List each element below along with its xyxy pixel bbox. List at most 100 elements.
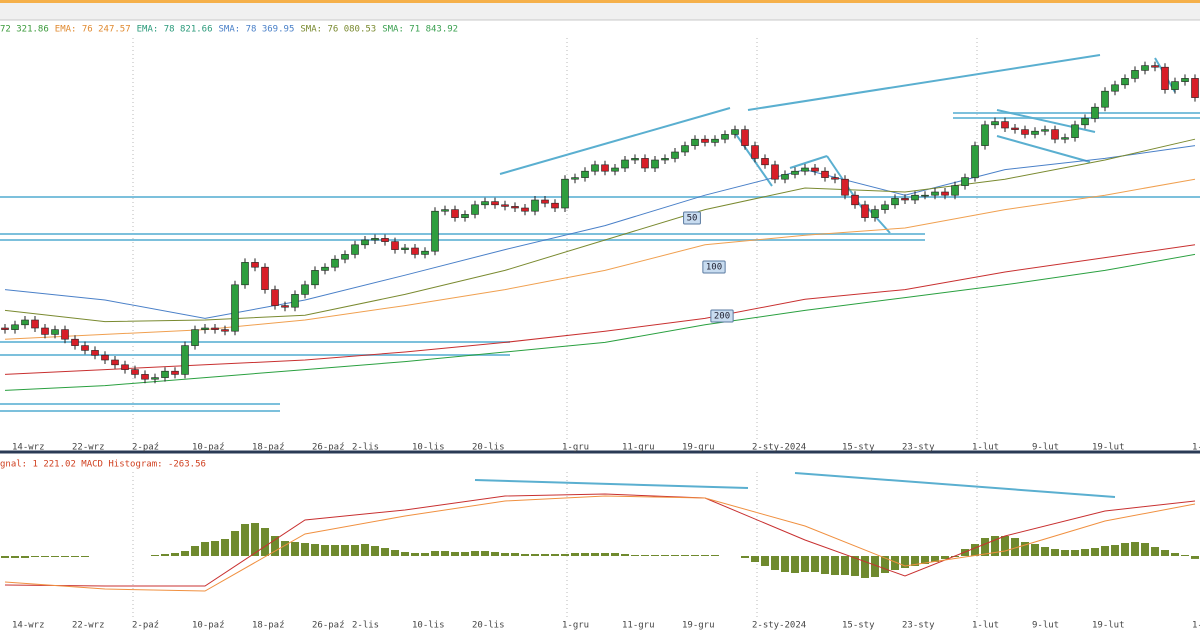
histogram-bar xyxy=(841,556,849,575)
candle-body xyxy=(1181,78,1189,82)
histogram-bar xyxy=(891,556,899,570)
x-tick-label: 2-paź xyxy=(132,443,159,453)
histogram-bar xyxy=(261,528,269,556)
candle-body xyxy=(981,124,989,146)
histogram-bar xyxy=(1071,550,1079,556)
histogram-bar xyxy=(681,555,689,556)
candle-body xyxy=(1081,118,1089,126)
candle-body xyxy=(431,210,439,252)
candle-body xyxy=(451,209,459,218)
candle-body xyxy=(381,238,389,242)
histogram-bar xyxy=(401,552,409,556)
price-panel xyxy=(1,61,1199,391)
histogram-bar xyxy=(301,543,309,556)
candle-body xyxy=(1161,66,1169,90)
candle-body xyxy=(1061,137,1069,140)
histogram-bar xyxy=(991,536,999,556)
candle-body xyxy=(811,167,819,172)
candle-body xyxy=(971,145,979,178)
candle-body xyxy=(1,327,9,330)
histogram-bar xyxy=(1131,542,1139,556)
x-tick-label: 20-lis xyxy=(472,443,505,453)
histogram-bar xyxy=(481,551,489,556)
candle-body xyxy=(621,159,629,169)
candle-body xyxy=(561,178,569,209)
candle-body xyxy=(1111,84,1119,92)
x-tick-label: 19-lut xyxy=(1092,621,1125,630)
x-tick-label: 19-lut xyxy=(1092,443,1125,453)
candle-body xyxy=(241,262,249,286)
candle-body xyxy=(1121,78,1129,86)
candle-body xyxy=(481,201,489,206)
candle-body xyxy=(891,198,899,206)
candle-body xyxy=(71,338,79,346)
legend-entry: SMA: 78 369.95 xyxy=(219,25,295,35)
candle-body xyxy=(211,327,219,330)
histogram-bar xyxy=(371,546,379,556)
histogram-bar xyxy=(641,555,649,556)
histogram-bar xyxy=(1031,544,1039,556)
x-tick-label: 10-lis xyxy=(412,621,445,630)
candle-body xyxy=(1011,127,1019,130)
candle-body xyxy=(761,158,769,166)
histogram-bar xyxy=(981,538,989,556)
histogram-bar xyxy=(1101,546,1109,556)
candle-body xyxy=(731,129,739,135)
candle-body xyxy=(301,284,309,295)
histogram-bar xyxy=(331,545,339,556)
histogram-bar xyxy=(771,556,779,570)
histogram-bar xyxy=(711,555,719,556)
month-grid xyxy=(132,38,978,618)
candle-body xyxy=(611,167,619,172)
histogram-bar xyxy=(811,556,819,572)
histogram-bar xyxy=(871,556,879,577)
candle-body xyxy=(911,194,919,201)
indicator-line xyxy=(4,138,1196,323)
histogram-bar xyxy=(941,556,949,559)
histogram-bar xyxy=(851,556,859,576)
candle-body xyxy=(721,134,729,140)
candle-body xyxy=(781,174,789,180)
top-strip xyxy=(0,0,1200,3)
candle-body xyxy=(251,262,259,268)
x-tick-label: 23-sty xyxy=(902,443,935,453)
histogram-bar xyxy=(741,556,749,558)
histogram-bar xyxy=(1001,536,1009,556)
histogram-bar xyxy=(271,536,279,556)
histogram-bar xyxy=(931,556,939,562)
histogram-bar xyxy=(411,553,419,556)
histogram-bar xyxy=(1191,556,1199,559)
x-tick-label: 2-sty-2024 xyxy=(752,443,806,453)
candle-body xyxy=(901,198,909,201)
candle-body xyxy=(41,327,49,335)
x-tick-label: 15-sty xyxy=(842,621,875,630)
candle-body xyxy=(231,284,239,332)
candle-body xyxy=(501,204,509,207)
histogram-bar xyxy=(1,556,9,558)
candle-body xyxy=(281,305,289,308)
histogram-bar xyxy=(541,554,549,556)
histogram-bar xyxy=(521,554,529,556)
histogram-bar xyxy=(161,554,169,556)
candle-body xyxy=(1191,78,1199,98)
x-tick-label: 1-lut xyxy=(972,443,999,453)
candle-body xyxy=(531,199,539,212)
histogram-bar xyxy=(581,553,589,556)
candle-body xyxy=(61,329,69,340)
candle-body xyxy=(821,170,829,178)
histogram-bar xyxy=(171,553,179,556)
candle-body xyxy=(681,145,689,153)
candle-body xyxy=(1151,65,1159,68)
x-tick-label: 19-gru xyxy=(682,621,715,630)
candle-body xyxy=(521,207,529,212)
candle-body xyxy=(1171,81,1179,90)
histogram-bar xyxy=(341,545,349,556)
histogram-bar xyxy=(691,555,699,556)
candle-body xyxy=(151,377,159,380)
ma-label: 200 xyxy=(714,312,730,322)
candle-body xyxy=(121,364,129,370)
histogram-bar xyxy=(671,555,679,556)
histogram-bar xyxy=(1051,549,1059,556)
candle-body xyxy=(271,289,279,306)
